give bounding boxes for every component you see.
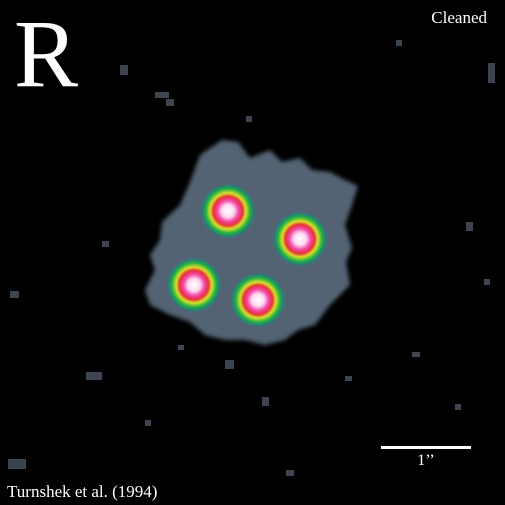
credit-label: Turnshek et al. (1994) — [7, 482, 158, 501]
background-noise — [8, 40, 495, 476]
quasar-image-c — [166, 257, 222, 313]
quasar-image-d — [230, 272, 286, 328]
scale-label: 1’’ — [417, 452, 435, 469]
quasar-image-a — [200, 183, 256, 239]
band-label: R — [14, 0, 79, 107]
processing-label: Cleaned — [431, 8, 487, 27]
scale-bar — [381, 446, 471, 449]
quasar-image-b — [272, 211, 328, 267]
